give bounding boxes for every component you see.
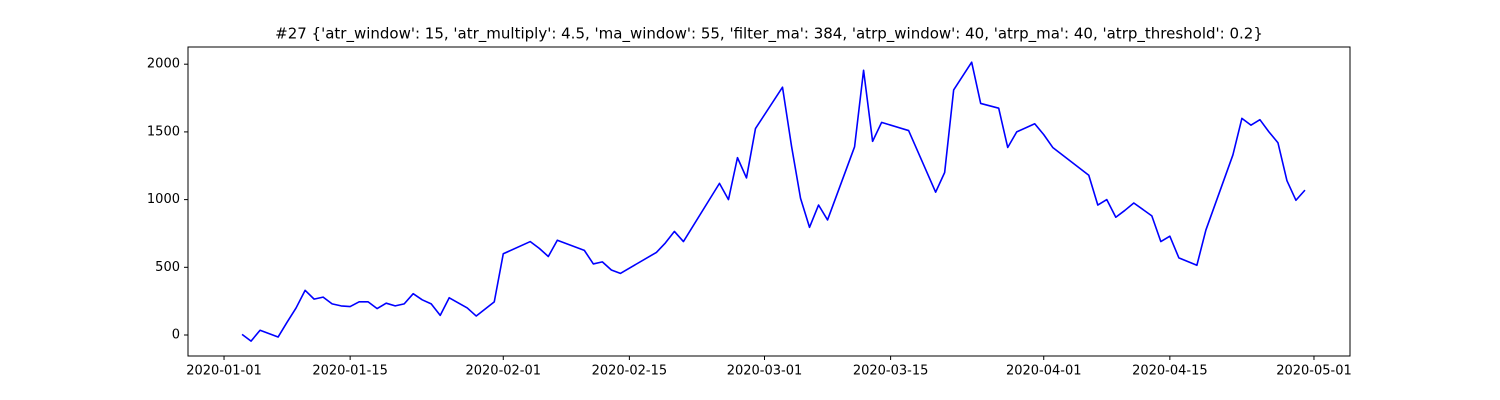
- x-tick-label: 2020-03-15: [853, 364, 929, 379]
- x-tick-label: 2020-04-15: [1132, 364, 1208, 379]
- x-tick-label: 2020-02-15: [592, 364, 668, 379]
- plot-frame: [187, 46, 1351, 357]
- y-tick-label: 1000: [147, 192, 180, 207]
- x-tick-label: 2020-05-01: [1276, 364, 1352, 379]
- chart-title: #27 {'atr_window': 15, 'atr_multiply': 4…: [275, 25, 1263, 44]
- x-tick-label: 2020-02-01: [465, 364, 541, 379]
- y-tick-label: 0: [172, 328, 180, 343]
- y-tick-label: 500: [155, 260, 180, 275]
- data-line: [241, 61, 1306, 342]
- x-tick-label: 2020-04-01: [1006, 364, 1082, 379]
- x-tick-label: 2020-01-15: [312, 364, 388, 379]
- x-tick-label: 2020-01-01: [186, 364, 262, 379]
- x-tick-label: 2020-03-01: [727, 364, 803, 379]
- y-tick-label: 1500: [147, 124, 180, 139]
- y-tick-label: 2000: [147, 57, 180, 72]
